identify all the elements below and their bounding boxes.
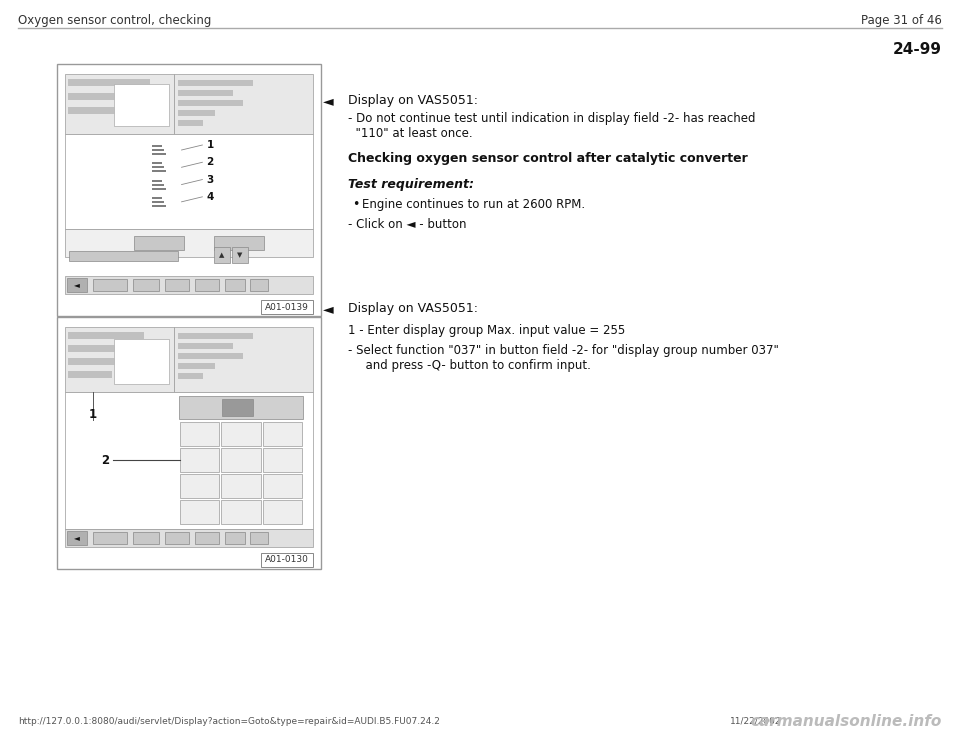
- Bar: [68, 332, 144, 339]
- Text: Checking oxygen sensor control after catalytic converter: Checking oxygen sensor control after cat…: [348, 152, 748, 165]
- Bar: [174, 327, 313, 392]
- Text: - Do not continue test until indication in display field -2- has reached: - Do not continue test until indication …: [348, 112, 756, 125]
- Bar: [231, 247, 248, 263]
- Bar: [179, 343, 232, 349]
- Bar: [68, 107, 139, 114]
- Bar: [263, 474, 302, 498]
- Bar: [65, 327, 174, 392]
- Text: 4: 4: [206, 192, 214, 202]
- Bar: [263, 448, 302, 472]
- Bar: [180, 396, 303, 419]
- Bar: [134, 236, 184, 250]
- Text: ◄: ◄: [323, 94, 334, 108]
- Bar: [68, 93, 128, 100]
- Text: A01-0139: A01-0139: [265, 303, 309, 312]
- Bar: [65, 392, 313, 529]
- Bar: [93, 532, 127, 544]
- Bar: [114, 84, 169, 126]
- Bar: [57, 64, 321, 316]
- Bar: [179, 110, 215, 116]
- Bar: [180, 474, 220, 498]
- Bar: [133, 279, 159, 291]
- Text: Display on VAS5051:: Display on VAS5051:: [348, 302, 478, 315]
- Text: Display on VAS5051:: Display on VAS5051:: [348, 94, 478, 107]
- Bar: [223, 399, 253, 416]
- Bar: [179, 333, 252, 339]
- Bar: [68, 358, 133, 365]
- Bar: [179, 100, 243, 106]
- Text: "110" at least once.: "110" at least once.: [348, 127, 472, 140]
- Bar: [225, 279, 245, 291]
- Text: 24-99: 24-99: [893, 42, 942, 57]
- Text: - Click on ◄ - button: - Click on ◄ - button: [348, 218, 467, 231]
- Text: Test requirement:: Test requirement:: [348, 178, 474, 191]
- Text: ▲: ▲: [219, 252, 225, 258]
- Bar: [179, 373, 203, 379]
- Bar: [263, 500, 302, 524]
- Text: 3: 3: [206, 174, 214, 185]
- Bar: [222, 448, 261, 472]
- Bar: [225, 532, 245, 544]
- Bar: [222, 474, 261, 498]
- Text: ◄: ◄: [74, 533, 80, 542]
- Text: •: •: [352, 198, 359, 211]
- Bar: [261, 300, 313, 314]
- Bar: [180, 448, 220, 472]
- Text: ▼: ▼: [237, 252, 243, 258]
- Bar: [65, 529, 313, 547]
- Bar: [180, 422, 220, 446]
- Bar: [67, 531, 87, 545]
- Bar: [68, 79, 150, 86]
- Bar: [222, 500, 261, 524]
- Text: 2: 2: [101, 453, 109, 467]
- Bar: [93, 279, 127, 291]
- Bar: [174, 74, 313, 134]
- Bar: [65, 74, 174, 134]
- Bar: [133, 532, 159, 544]
- Text: A01-0130: A01-0130: [265, 556, 309, 565]
- Bar: [67, 278, 87, 292]
- Bar: [179, 90, 232, 96]
- Text: 11/22/2002: 11/22/2002: [730, 717, 781, 726]
- Bar: [214, 247, 229, 263]
- Bar: [214, 236, 264, 250]
- Bar: [65, 229, 313, 257]
- Bar: [68, 345, 128, 352]
- Bar: [179, 363, 215, 369]
- Text: carmanualsonline.info: carmanualsonline.info: [751, 714, 942, 729]
- Bar: [65, 276, 313, 294]
- Text: 1: 1: [89, 407, 97, 421]
- Bar: [222, 422, 261, 446]
- Bar: [65, 134, 313, 229]
- Bar: [57, 317, 321, 569]
- Text: Page 31 of 46: Page 31 of 46: [861, 14, 942, 27]
- Text: 1 - Enter display group Max. input value = 255: 1 - Enter display group Max. input value…: [348, 324, 625, 337]
- Text: Engine continues to run at 2600 RPM.: Engine continues to run at 2600 RPM.: [362, 198, 586, 211]
- Bar: [179, 120, 203, 126]
- Bar: [165, 532, 189, 544]
- Bar: [68, 371, 111, 378]
- Text: and press -Q- button to confirm input.: and press -Q- button to confirm input.: [358, 359, 590, 372]
- Bar: [179, 80, 252, 86]
- Bar: [69, 251, 179, 261]
- Text: 1: 1: [206, 140, 214, 150]
- Bar: [114, 339, 169, 384]
- Text: 2: 2: [206, 157, 214, 167]
- Text: - Select function "037" in button field -2- for "display group number 037": - Select function "037" in button field …: [348, 344, 779, 357]
- Bar: [195, 279, 219, 291]
- Bar: [261, 553, 313, 567]
- Bar: [250, 532, 268, 544]
- Bar: [250, 279, 268, 291]
- Bar: [195, 532, 219, 544]
- Text: Oxygen sensor control, checking: Oxygen sensor control, checking: [18, 14, 211, 27]
- Bar: [263, 422, 302, 446]
- Text: http://127.0.0.1:8080/audi/servlet/Display?action=Goto&type=repair&id=AUDI.B5.FU: http://127.0.0.1:8080/audi/servlet/Displ…: [18, 717, 440, 726]
- Bar: [165, 279, 189, 291]
- Text: ◄: ◄: [323, 302, 334, 316]
- Text: ◄: ◄: [74, 280, 80, 289]
- Bar: [180, 500, 220, 524]
- Bar: [179, 353, 243, 359]
